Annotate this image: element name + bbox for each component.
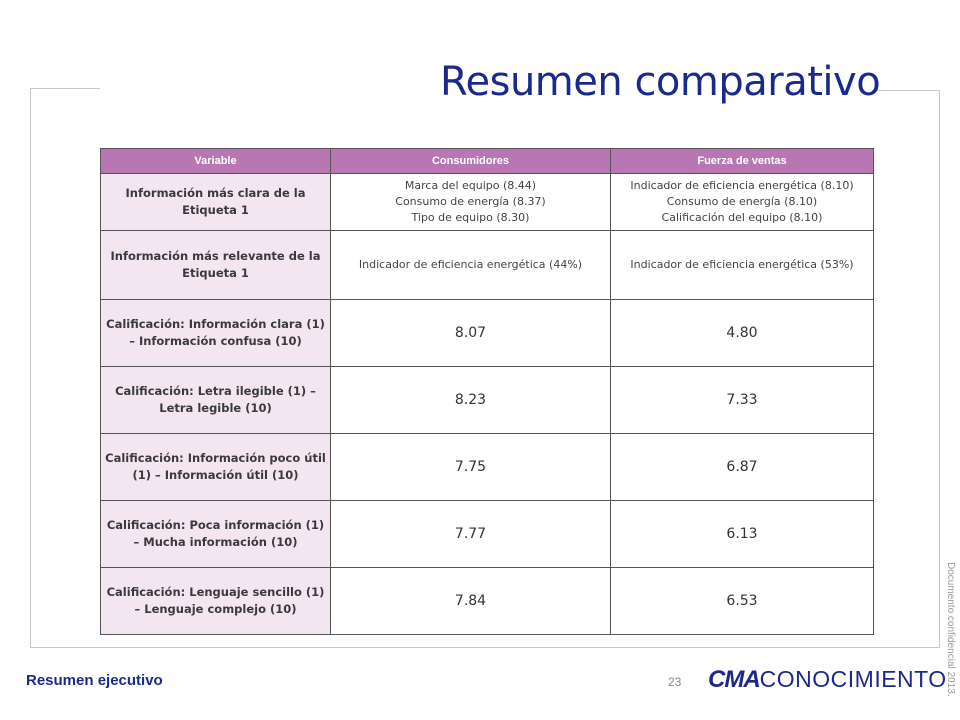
table-row: Calificación: Información clara (1) – In…	[100, 299, 874, 367]
fuerza-cell: 6.13	[610, 500, 874, 568]
variable-cell: Calificación: Letra ilegible (1) – Letra…	[100, 366, 331, 434]
confidential-note: Documento confidencial 2013.	[945, 562, 956, 697]
consumidores-cell: 8.23	[330, 366, 611, 434]
variable-cell: Calificación: Información poco útil (1) …	[100, 433, 331, 501]
variable-cell: Información más relevante de la Etiqueta…	[100, 230, 331, 300]
table-row: Calificación: Poca información (1) – Muc…	[100, 500, 874, 568]
header-fuerza-de-ventas: Fuerza de ventas	[610, 148, 874, 174]
variable-cell: Calificación: Información clara (1) – In…	[100, 299, 331, 367]
logo-cma-text: CMA	[708, 666, 761, 693]
page-number: 23	[668, 675, 682, 689]
consumidores-cell: Indicador de eficiencia energética (44%)	[330, 230, 611, 300]
logo-conocimiento-text: CONOCIMIENTO	[759, 666, 947, 692]
table-header-row: Variable Consumidores Fuerza de ventas	[100, 148, 874, 174]
cell-line: Calificación del equipo (8.10)	[661, 211, 823, 224]
consumidores-cell: 7.84	[330, 567, 611, 635]
consumidores-cell: 8.07	[330, 299, 611, 367]
footer-section-label: Resumen ejecutivo	[26, 672, 163, 689]
frame-top-right-line	[872, 90, 940, 91]
fuerza-cell: 7.33	[610, 366, 874, 434]
cell-line: Consumo de energía (8.37)	[395, 195, 546, 208]
variable-cell: Calificación: Poca información (1) – Muc…	[100, 500, 331, 568]
cell-line: Consumo de energía (8.10)	[666, 195, 818, 208]
frame-left-line	[30, 88, 31, 648]
frame-bottom-line	[30, 647, 940, 648]
variable-cell: Calificación: Lenguaje sencillo (1) – Le…	[100, 567, 331, 635]
table-row: Información más relevante de la Etiqueta…	[100, 230, 874, 300]
cell-line: Tipo de equipo (8.30)	[411, 211, 530, 224]
fuerza-cell: Indicador de eficiencia energética (8.10…	[610, 173, 874, 231]
table-row: Información más clara de la Etiqueta 1 M…	[100, 173, 874, 231]
frame-right-line	[939, 90, 940, 648]
header-consumidores: Consumidores	[330, 148, 611, 174]
company-logo: CMACONOCIMIENTO	[708, 666, 947, 694]
table-row: Calificación: Información poco útil (1) …	[100, 433, 874, 501]
variable-cell: Información más clara de la Etiqueta 1	[100, 173, 331, 231]
cell-line: Marca del equipo (8.44)	[404, 179, 537, 192]
header-variable: Variable	[100, 148, 331, 174]
cell-line: Indicador de eficiencia energética (8.10…	[630, 179, 854, 192]
slide-title: Resumen comparativo	[440, 59, 881, 105]
fuerza-cell: 4.80	[610, 299, 874, 367]
consumidores-cell: 7.75	[330, 433, 611, 501]
table-row: Calificación: Letra ilegible (1) – Letra…	[100, 366, 874, 434]
consumidores-cell: Marca del equipo (8.44) Consumo de energ…	[330, 173, 611, 231]
fuerza-cell: Indicador de eficiencia energética (53%)	[610, 230, 874, 300]
frame-top-left-line	[30, 88, 100, 89]
comparison-table: Variable Consumidores Fuerza de ventas I…	[100, 148, 874, 635]
fuerza-cell: 6.53	[610, 567, 874, 635]
table-row: Calificación: Lenguaje sencillo (1) – Le…	[100, 567, 874, 635]
fuerza-cell: 6.87	[610, 433, 874, 501]
consumidores-cell: 7.77	[330, 500, 611, 568]
